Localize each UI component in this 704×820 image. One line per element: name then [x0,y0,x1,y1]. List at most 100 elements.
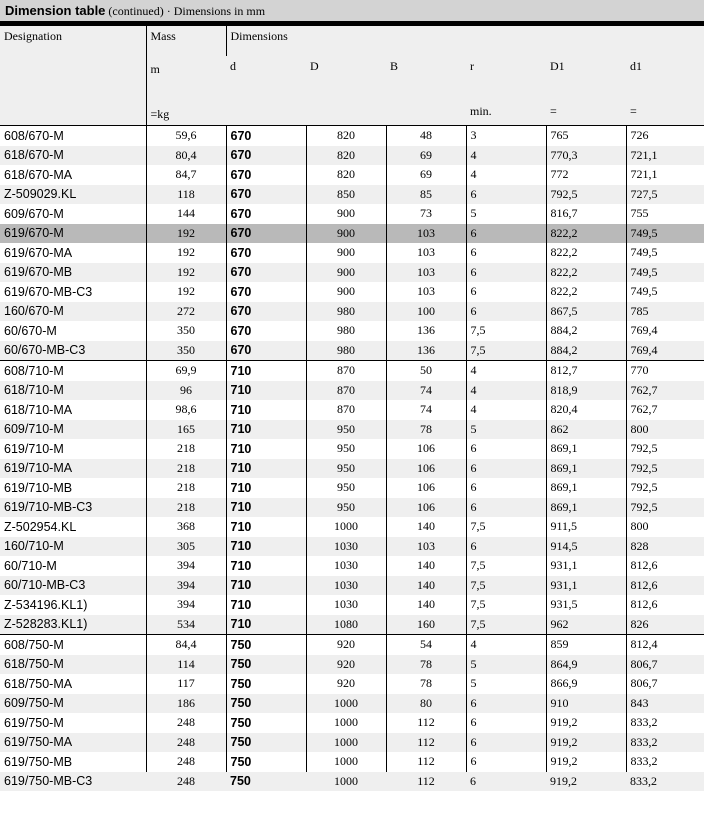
cell-r: 4 [465,165,546,185]
cell-designation: 619/710-MB [4,480,73,495]
table-row: Z-509029.KL 118 670 850 85 6 792,5 727,5 [0,184,704,204]
cell-mass: 272 [145,301,226,321]
cell-d: 670 [225,204,306,224]
table-row: Z-534196.KL1) 394 710 1030 140 7,5 931,5 812,6 [0,595,704,615]
cell-B: 78 [385,419,466,439]
header-designation: Designation [0,26,146,126]
cell-r: 6 [465,243,546,263]
cell-d: 750 [225,693,306,713]
cell-d1: 726 [625,125,704,146]
cell-designation: 619/710-MB-C3 [0,497,146,517]
cell-r: 7,5 [465,614,546,635]
table-row: 608/710-M 69,9 710 870 50 4 812,7 770 [0,360,704,381]
cell-d1: 826 [625,614,704,635]
cell-d: 670 [225,262,306,282]
cell-D: 870 [305,400,386,420]
cell-d: 710 [225,536,306,556]
cell-d1: 749,5 [625,223,704,243]
cell-B: 48 [385,125,466,146]
cell-r: 6 [465,439,546,459]
cell-D: 920 [305,634,386,655]
cell-designation: 619/670-MA [4,245,73,260]
cell-mass: 96 [145,380,226,400]
table-row: 60/670-M 350 670 980 136 7,5 884,2 769,4 [0,321,704,341]
cell-d1: 749,5 [625,282,704,302]
cell-B: 106 [385,478,466,498]
cell-B: 140 [385,517,466,537]
cell-mass: 59,6 [145,125,226,146]
cell-D1: 869,1 [545,497,626,517]
cell-D: 1000 [305,517,386,537]
cell-B: 112 [385,752,466,772]
cell-d: 710 [225,556,306,576]
cell-mass: 248 [145,732,226,752]
cell-r: 7,5 [465,556,546,576]
cell-mass: 84,4 [145,634,226,655]
cell-D1: 869,1 [545,458,626,478]
cell-d: 670 [225,301,306,321]
cell-D1: 822,2 [545,262,626,282]
cell-r: 6 [465,282,546,302]
cell-B: 80 [385,693,466,713]
cell-d1: 806,7 [625,674,704,694]
cell-designation: 60/670-MB-C3 [0,340,146,361]
cell-B: 103 [385,223,466,243]
table-row: 619/670-MB-C3 192 670 900 103 6 822,2 749,5 [0,282,704,302]
cell-d1: 727,5 [625,184,704,204]
cell-d: 670 [225,184,306,204]
cell-r: 6 [465,478,546,498]
cell-D1: 866,9 [545,674,626,694]
cell-d1: 749,5 [625,262,704,282]
cell-D: 980 [305,321,386,341]
cell-B: 54 [385,634,466,655]
header-d1: d1 = [626,56,704,126]
cell-r: 4 [465,145,546,165]
table-row: 60/710-MB-C3 394 710 1030 140 7,5 931,1 812,6 [0,575,704,595]
cell-r: 7,5 [465,575,546,595]
cell-d: 750 [225,674,306,694]
table-row: 160/710-M 305 710 1030 103 6 914,5 828 [0,536,704,556]
cell-mass: 350 [145,321,226,341]
cell-D1: 911,5 [545,517,626,537]
cell-designation: 619/670-MB-C3 [4,284,93,299]
cell-d: 750 [225,634,306,655]
cell-B: 103 [385,262,466,282]
cell-D1: 864,9 [545,654,626,674]
cell-r: 7,5 [465,321,546,341]
cell-d1: 833,2 [625,752,704,772]
cell-d1: 749,5 [625,243,704,263]
cell-D: 900 [305,243,386,263]
cell-d1: 800 [625,419,704,439]
table-row: 608/750-M 84,4 750 920 54 4 859 812,4 [0,634,704,655]
cell-D: 850 [305,184,386,204]
cell-designation: 619/670-M [0,223,146,243]
cell-d: 670 [225,321,306,341]
cell-B: 69 [385,145,466,165]
cell-designation: 618/750-MA [4,676,73,691]
cell-r: 7,5 [465,517,546,537]
cell-D: 920 [305,654,386,674]
cell-mass: 394 [145,595,226,615]
cell-designation: 619/750-MB-C3 [0,771,146,791]
cell-d1: 792,5 [625,478,704,498]
cell-d: 710 [225,478,306,498]
cell-d: 670 [225,145,306,165]
cell-designation: 609/750-M [0,693,146,713]
cell-d: 750 [225,713,306,733]
table-row: 608/670-M 59,6 670 820 48 3 765 726 [0,125,704,146]
cell-d1: 833,2 [625,713,704,733]
cell-B: 73 [385,204,466,224]
cell-d: 750 [225,752,306,772]
cell-B: 106 [385,458,466,478]
cell-B: 100 [385,301,466,321]
cell-D: 920 [305,674,386,694]
header-r: r min. [466,56,546,126]
header-D1: D1 = [546,56,626,126]
table-row: 619/710-MB 218 710 950 106 6 869,1 792,5 [0,478,704,498]
cell-d: 710 [225,614,306,635]
header-mass: Mass m =kg [145,26,226,126]
cell-d: 710 [225,497,306,517]
cell-B: 103 [385,536,466,556]
cell-B: 106 [385,497,466,517]
